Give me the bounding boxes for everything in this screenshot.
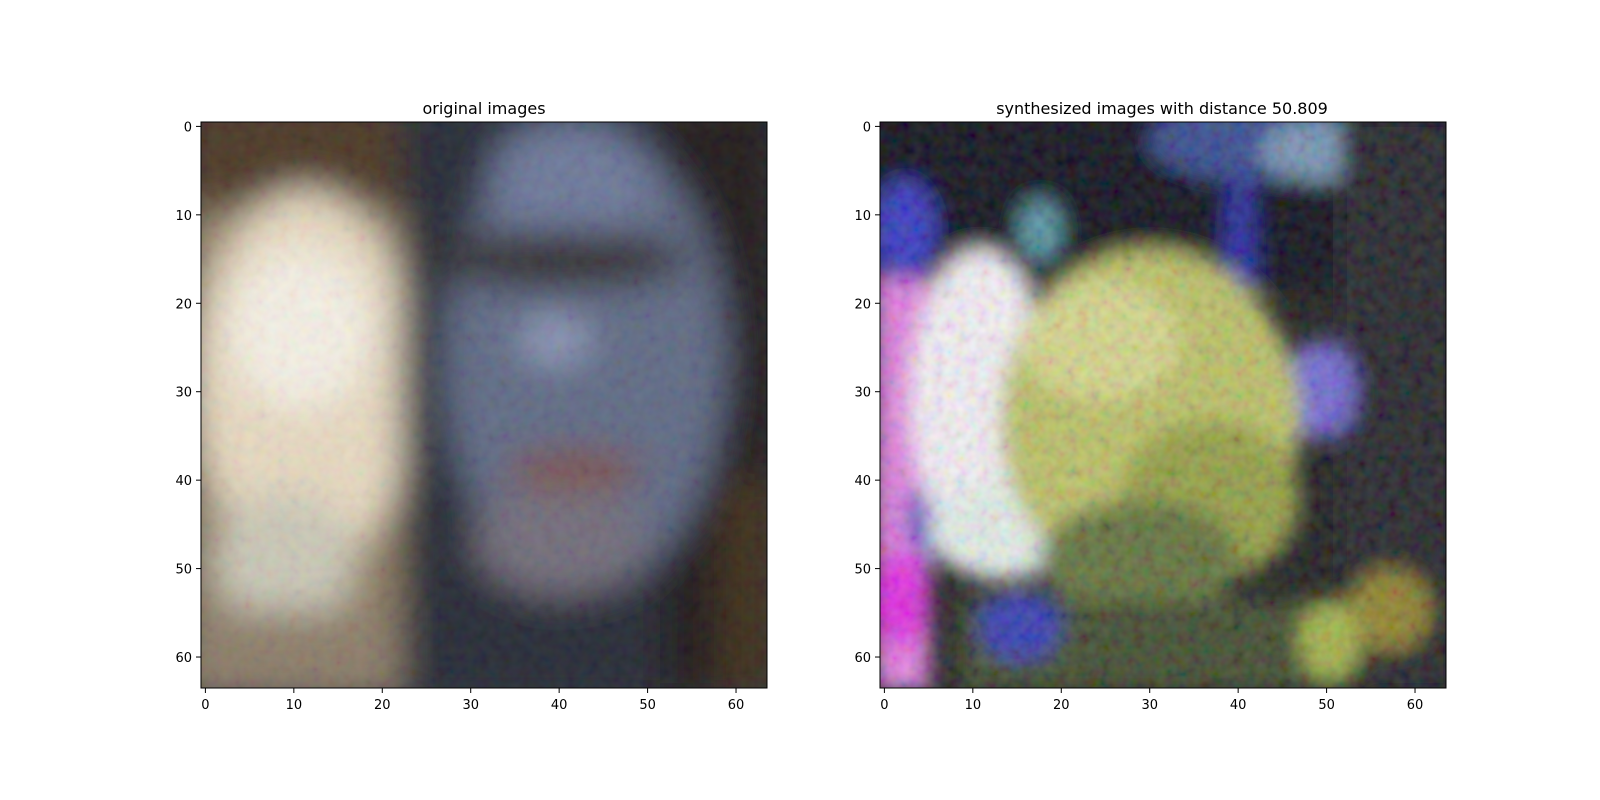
synthesized-image-panel: synthesized images with distance 50.809 xyxy=(854,99,1447,713)
panel-title: synthesized images with distance 50.809 xyxy=(996,99,1328,118)
x-tick-label: 0 xyxy=(201,698,209,713)
y-tick-label: 50 xyxy=(175,563,192,578)
original-image xyxy=(201,122,767,688)
y-tick-label: 30 xyxy=(175,386,192,401)
panel-title: original images xyxy=(422,99,545,118)
y-tick-label: 40 xyxy=(175,474,192,489)
y-tick-label: 50 xyxy=(854,563,871,578)
y-tick-label: 20 xyxy=(175,297,192,312)
original-image-panel: original images xyxy=(175,99,768,713)
x-axis: 0 10 20 30 40 50 60 xyxy=(201,688,744,713)
synthesized-image xyxy=(880,122,1446,688)
x-tick-label: 50 xyxy=(639,698,656,713)
y-tick-label: 60 xyxy=(175,651,192,666)
x-tick-label: 20 xyxy=(1053,698,1070,713)
plot-frame xyxy=(200,121,768,689)
x-tick-label: 60 xyxy=(728,698,745,713)
plot-frame xyxy=(879,121,1447,689)
y-axis: 0 10 20 30 40 50 60 xyxy=(175,120,201,666)
y-tick-label: 20 xyxy=(854,297,871,312)
y-tick-label: 30 xyxy=(854,386,871,401)
y-axis: 0 10 20 30 40 50 60 xyxy=(854,120,880,666)
x-axis: 0 10 20 30 40 50 60 xyxy=(880,688,1423,713)
y-tick-label: 0 xyxy=(863,120,871,135)
x-tick-label: 10 xyxy=(286,698,303,713)
x-tick-label: 50 xyxy=(1318,698,1335,713)
y-tick-label: 10 xyxy=(854,209,871,224)
y-tick-label: 0 xyxy=(184,120,192,135)
x-tick-label: 40 xyxy=(551,698,568,713)
x-tick-label: 60 xyxy=(1407,698,1424,713)
x-tick-label: 30 xyxy=(1141,698,1158,713)
x-tick-label: 40 xyxy=(1230,698,1247,713)
x-tick-label: 20 xyxy=(374,698,391,713)
y-tick-label: 40 xyxy=(854,474,871,489)
y-tick-label: 10 xyxy=(175,209,192,224)
x-tick-label: 30 xyxy=(462,698,479,713)
x-tick-label: 10 xyxy=(965,698,982,713)
y-tick-label: 60 xyxy=(854,651,871,666)
x-tick-label: 0 xyxy=(880,698,888,713)
